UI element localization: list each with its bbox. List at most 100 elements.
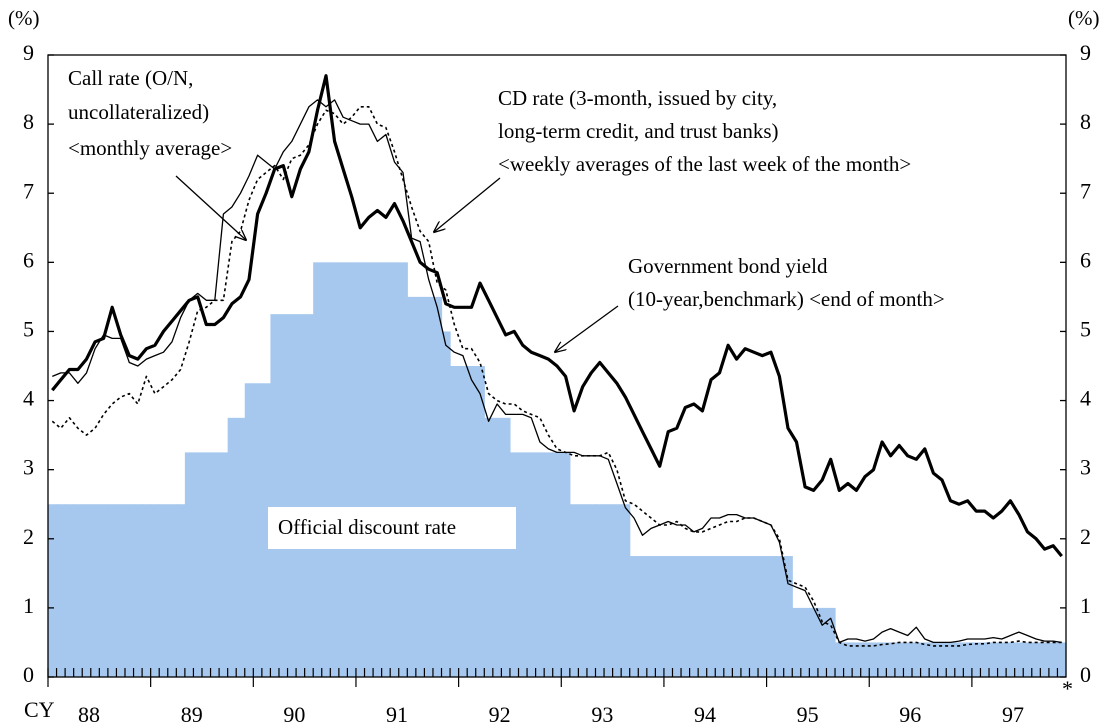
area-step <box>783 556 793 677</box>
area-step <box>338 262 349 677</box>
area-step <box>167 504 177 677</box>
area-step <box>775 556 785 677</box>
area-step <box>561 452 571 677</box>
area-step <box>920 642 930 677</box>
area-step <box>321 262 331 677</box>
area-step <box>82 504 92 677</box>
area-step <box>809 607 819 677</box>
area-step <box>535 452 545 677</box>
annotation: Government bond yield <box>628 254 828 278</box>
annotation: (10-year,benchmark) <end of month> <box>628 287 945 311</box>
area-step <box>698 556 708 677</box>
area-step <box>407 296 417 677</box>
area-step <box>663 556 674 677</box>
y-tick-label: 6 <box>23 247 34 272</box>
annotation: <weekly averages of the last week of the… <box>498 152 911 176</box>
area-step <box>1006 642 1016 677</box>
area-step <box>937 642 947 677</box>
series-line <box>52 99 1062 644</box>
area-step <box>1014 642 1024 677</box>
x-tick-label: 92 <box>489 702 511 727</box>
area-step <box>133 504 143 677</box>
area-step <box>159 504 169 677</box>
y-tick-label: 0 <box>23 662 34 687</box>
area-step <box>912 642 922 677</box>
area-step <box>826 607 836 677</box>
y-tick-label: 1 <box>23 593 34 618</box>
area-step <box>304 314 314 677</box>
area-step <box>971 642 982 677</box>
area-step <box>715 556 725 677</box>
y-tick-label: 7 <box>23 178 34 203</box>
area-step <box>629 556 639 677</box>
area-step <box>193 452 203 677</box>
area-step <box>219 452 229 677</box>
area-step <box>792 607 802 677</box>
area-step <box>73 504 83 677</box>
x-tick-label: 97 <box>1002 702 1024 727</box>
annotation: Call rate (O/N, <box>68 66 193 90</box>
y-tick-label: 5 <box>23 316 34 341</box>
area-step <box>963 642 973 677</box>
plot-frame <box>47 54 1067 678</box>
area-step <box>886 642 896 677</box>
area-step <box>672 556 682 677</box>
area-step <box>184 452 195 677</box>
area-step <box>347 262 357 677</box>
area-step <box>278 314 289 677</box>
area-step <box>852 642 862 677</box>
area-step <box>527 452 537 677</box>
area-step <box>894 642 905 677</box>
y2-tick-label: 3 <box>1080 455 1091 480</box>
area-step <box>296 314 306 677</box>
area-step <box>261 383 272 677</box>
area-step <box>997 642 1007 677</box>
x-tick-label: 88 <box>78 702 100 727</box>
area-step <box>56 504 66 677</box>
area-step <box>176 504 186 677</box>
area-step <box>381 262 391 677</box>
area-step <box>800 607 810 677</box>
area-step <box>518 452 528 677</box>
area-step <box>749 556 759 677</box>
area-step <box>142 504 152 677</box>
area-step <box>817 607 828 677</box>
area-step <box>835 642 845 677</box>
area-step <box>65 504 75 677</box>
y-tick-label: 3 <box>23 455 34 480</box>
x-tick-label: 96 <box>899 702 921 727</box>
y2-tick-label: 5 <box>1080 316 1091 341</box>
area-step <box>415 296 426 677</box>
area-step <box>124 504 135 677</box>
annotation: <monthly average> <box>68 136 232 160</box>
area-step <box>946 642 956 677</box>
y2-tick-label: 9 <box>1080 40 1091 65</box>
area-step <box>373 262 383 677</box>
area-step <box>1040 642 1050 677</box>
area-step <box>90 504 100 677</box>
x-tick-label: 91 <box>386 702 408 727</box>
arrow <box>175 175 246 240</box>
area-step <box>398 262 408 677</box>
area-step <box>432 296 443 677</box>
area-step <box>877 642 887 677</box>
x-tick-label: 93 <box>591 702 613 727</box>
area-step <box>1023 642 1033 677</box>
annotation: long-term credit, and trust banks) <box>498 119 779 143</box>
area-step <box>646 556 656 677</box>
lines <box>51 74 1063 647</box>
annotation: uncollateralized) <box>68 100 209 124</box>
series-line <box>51 106 1062 647</box>
x-tick-label: 89 <box>181 702 203 727</box>
area-step <box>689 556 699 677</box>
area-step <box>227 417 237 677</box>
annotation: Official discount rate <box>278 515 456 539</box>
y2-tick-label: 7 <box>1080 178 1091 203</box>
area-step <box>766 556 776 677</box>
area-step <box>604 504 614 677</box>
area-step <box>740 556 751 677</box>
area-step <box>364 262 374 677</box>
footnote-mark: * <box>1062 676 1073 701</box>
